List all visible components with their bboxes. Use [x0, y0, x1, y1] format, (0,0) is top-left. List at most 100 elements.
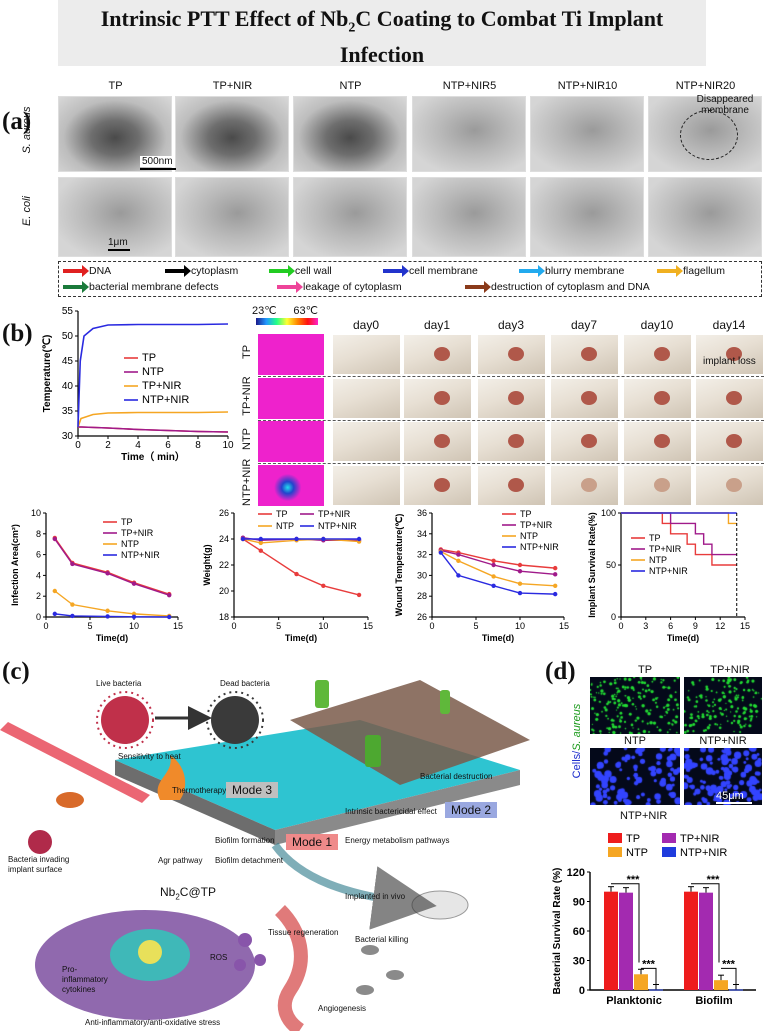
y-tick-label: 26 — [417, 612, 427, 622]
wound-site — [654, 391, 670, 405]
pro-inflammatory-label: Pro-inflammatory cytokines — [62, 965, 108, 994]
mouse-photo — [695, 421, 764, 462]
live-bacterium — [101, 696, 149, 744]
thermal-image — [258, 378, 324, 419]
x-tick-label: 12 — [715, 621, 725, 631]
bar — [634, 974, 648, 990]
data-point — [105, 571, 110, 576]
wound-site — [434, 478, 450, 492]
legend-label: cell wall — [295, 265, 332, 277]
legend-item: destruction of cytoplasm and DNA — [465, 281, 650, 293]
legend-label: flagellum — [683, 265, 726, 277]
bacterial-killing-label: Bacterial killing — [355, 935, 409, 944]
scale-bar-1um: 1μm — [108, 237, 130, 251]
y-tick-label: 22 — [219, 560, 229, 570]
panel-b-label: (b) — [2, 320, 33, 347]
data-point — [553, 572, 558, 577]
wound-site — [726, 347, 742, 361]
data-point — [491, 583, 496, 588]
legend-label: DNA — [89, 265, 112, 277]
day-header: day10 — [640, 318, 674, 332]
d-bottom-label: NTP+NIR — [620, 810, 668, 822]
ros-label: ROS — [210, 953, 228, 962]
legend-label: bacterial membrane defects — [89, 281, 219, 293]
arrow-icon — [277, 281, 303, 293]
wound-site — [508, 434, 524, 448]
laser-beam — [0, 722, 150, 803]
legend-label: TP+NIR — [142, 380, 181, 392]
wound-site — [434, 434, 450, 448]
mode3-badge: Mode 3 — [226, 782, 279, 798]
mouse-photo — [695, 334, 764, 375]
nanosheet-layer — [290, 680, 530, 785]
thermal-color-bar — [256, 318, 318, 325]
wound-site — [434, 391, 450, 405]
axis-line — [45, 513, 178, 618]
row-separator — [258, 376, 764, 377]
arrow-icon — [519, 265, 545, 277]
x-tick-label: 2 — [105, 440, 111, 451]
thermal-scale: 23℃ 63℃ — [252, 305, 318, 317]
legend-label: TP — [142, 352, 156, 364]
tem-column-header: NTP+NIR5 — [442, 80, 497, 92]
legend-label: NTP — [520, 531, 538, 541]
data-point — [52, 588, 57, 594]
sig-bracket — [641, 967, 657, 986]
x-tick-label: 10 — [129, 621, 139, 631]
legend-label: TP — [520, 509, 532, 519]
legend-label: TP — [276, 509, 288, 519]
legend-item: cell wall — [269, 265, 332, 277]
agr-pathway-label: Agr pathway — [158, 856, 203, 865]
panel-a-legend: DNA cytoplasm cell wall cell membrane blurry… — [58, 261, 762, 297]
day-header: day1 — [423, 318, 451, 332]
data-point — [52, 536, 57, 542]
data-point — [456, 552, 461, 557]
legend-swatch — [608, 847, 622, 857]
d-label-ntp-nir: NTP+NIR — [699, 735, 747, 747]
mouse-photo — [550, 421, 619, 462]
y-tick-label: 30 — [417, 570, 427, 580]
mouse-photo — [623, 378, 692, 419]
y-tick-label: 120 — [567, 867, 585, 879]
data-point — [456, 573, 461, 578]
mouse-photo — [332, 465, 401, 506]
wound-site — [654, 347, 670, 361]
legend-item: flagellum — [657, 265, 725, 277]
y-tick-label: 28 — [417, 591, 427, 601]
legend-item: DNA — [63, 265, 111, 277]
data-point — [240, 536, 246, 542]
fluor-image-ntp-nir — [684, 748, 762, 805]
mouse-photo — [477, 465, 546, 506]
tem-column-header: NTP+NIR20 — [675, 80, 736, 92]
wound-site — [581, 347, 597, 361]
legend-label: destruction of cytoplasm and DNA — [491, 281, 650, 293]
wound-site — [581, 478, 597, 492]
wound-site — [726, 391, 742, 405]
dead-bacteria-label: Dead bacteria — [220, 679, 270, 688]
bar — [684, 891, 698, 990]
row-label-s-aureus: S. aureus — [21, 106, 33, 154]
y-tick-label: 30 — [573, 956, 585, 968]
tem-column-header: TP — [108, 80, 123, 92]
mechanism-schematic — [0, 680, 530, 1031]
x-tick-label: 15 — [559, 621, 569, 631]
mouse-photo — [695, 465, 764, 506]
thermotherapy-label: Thermotherapy — [172, 786, 227, 795]
substrate-side — [115, 760, 275, 845]
bar — [649, 989, 663, 991]
mode1-badge: Mode 1 — [286, 834, 339, 850]
panel-d-label: (d) — [545, 658, 576, 685]
x-tick-label: 15 — [173, 621, 183, 631]
data-point — [456, 558, 461, 564]
y-tick-label: 0 — [611, 612, 616, 622]
thermal-image — [258, 465, 324, 506]
substrate-label: Nb2C@TP — [160, 885, 216, 902]
mouse-photo — [550, 465, 619, 506]
data-point — [52, 611, 57, 617]
sig-bracket — [611, 883, 640, 963]
wound-temperature-chart: 0 5 10 15 26 28 30 32 34 36 Time(d) Wound Temperatu… — [394, 508, 569, 643]
disappeared-membrane-note: Disappeared membrane — [696, 94, 754, 116]
d-row-label: Cells/S. aureus — [571, 703, 583, 779]
legend-label: NTP — [626, 847, 648, 859]
